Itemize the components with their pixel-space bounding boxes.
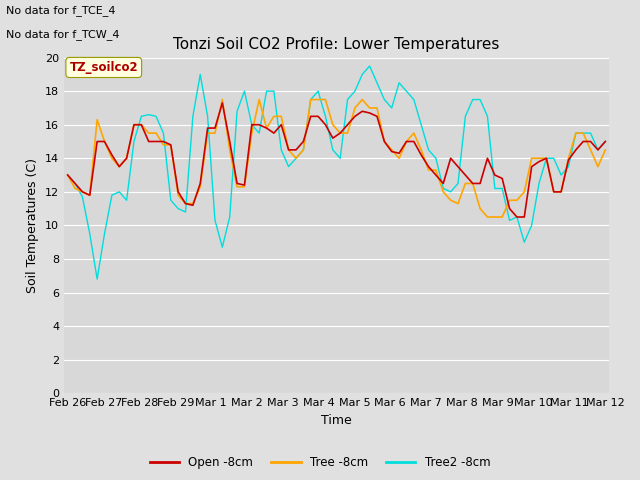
Title: Tonzi Soil CO2 Profile: Lower Temperatures: Tonzi Soil CO2 Profile: Lower Temperatur…: [173, 37, 500, 52]
Text: No data for f_TCW_4: No data for f_TCW_4: [6, 29, 120, 40]
Text: TZ_soilco2: TZ_soilco2: [70, 61, 138, 74]
Legend: Open -8cm, Tree -8cm, Tree2 -8cm: Open -8cm, Tree -8cm, Tree2 -8cm: [145, 452, 495, 474]
Y-axis label: Soil Temperatures (C): Soil Temperatures (C): [26, 158, 40, 293]
X-axis label: Time: Time: [321, 414, 352, 427]
Text: No data for f_TCE_4: No data for f_TCE_4: [6, 5, 116, 16]
